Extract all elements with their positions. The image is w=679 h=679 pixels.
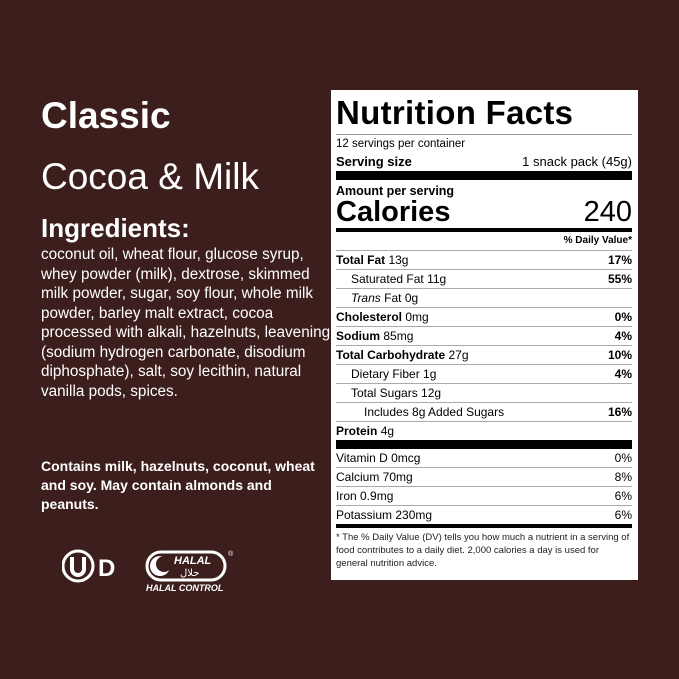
nutrient-row-total-fat: Total Fat 13g 17%	[336, 251, 632, 270]
kosher-ou-d-logo: D	[62, 549, 115, 583]
nutrient-name: Sodium	[336, 329, 380, 343]
nutrient-row-protein: Protein 4g	[336, 422, 632, 440]
product-title: Classic	[41, 95, 171, 136]
serving-size-row: Serving size 1 snack pack (45g)	[336, 153, 632, 171]
vitamin-name: Calcium 70mg	[336, 470, 413, 484]
vitamin-dv: 0%	[614, 451, 632, 465]
nutrient-name: Saturated Fat	[351, 272, 424, 286]
nutrient-row-added-sugars: Includes 8g Added Sugars 16%	[336, 403, 632, 422]
svg-text:حلال: حلال	[180, 568, 199, 579]
divider-medium	[336, 228, 632, 232]
svg-text:HALAL: HALAL	[174, 555, 212, 567]
nutrient-name: Trans	[351, 291, 381, 305]
serving-size-label: Serving size	[336, 154, 412, 169]
vitamin-dv: 6%	[614, 508, 632, 522]
nutrient-dv: 4%	[614, 329, 632, 343]
svg-text:HALAL CONTROL: HALAL CONTROL	[146, 583, 223, 593]
nutrient-amount: 27g	[448, 348, 469, 362]
vitamin-dv: 8%	[614, 470, 632, 484]
svg-text:®: ®	[228, 550, 234, 558]
divider-medium	[336, 524, 632, 528]
divider-thick	[336, 171, 632, 180]
footnote: * The % Daily Value (DV) tells you how m…	[336, 532, 630, 569]
nutrient-amount: 0mg	[405, 310, 429, 324]
nutrient-amount: Fat 0g	[384, 291, 419, 305]
daily-value-header: % Daily Value*	[336, 232, 632, 251]
vitamin-name: Potassium 230mg	[336, 508, 433, 522]
vitamin-row-calcium: Calcium 70mg 8%	[336, 468, 632, 487]
nutrient-row-total-carbohydrate: Total Carbohydrate 27g 10%	[336, 346, 632, 365]
ingredients-text: coconut oil, wheat flour, glucose syrup,…	[41, 246, 331, 400]
divider-thick	[336, 440, 632, 449]
nutrient-row-sodium: Sodium 85mg 4%	[336, 327, 632, 346]
nutrient-row-cholesterol: Cholesterol 0mg 0%	[336, 308, 632, 327]
nutrient-amount: 11g	[427, 272, 447, 286]
calories-label: Calories	[336, 196, 451, 228]
nutrient-dv: 0%	[614, 310, 632, 324]
nutrient-name: Total Fat	[336, 253, 386, 267]
servings-per-container: 12 servings per container	[336, 135, 632, 153]
svg-text:D: D	[98, 555, 115, 582]
amount-per-serving: Amount per serving	[336, 184, 455, 198]
nutrient-amount: 85mg	[383, 329, 414, 343]
nutrient-dv: 10%	[607, 348, 632, 362]
nutrient-row-dietary-fiber: Dietary Fiber 1g 4%	[336, 365, 632, 384]
nutrient-name: Total Carbohydrate	[336, 348, 446, 362]
product-subtitle: Cocoa & Milk	[41, 156, 259, 197]
nutrient-amount: 4g	[380, 424, 395, 438]
nutrient-dv: 17%	[607, 253, 632, 267]
vitamin-row-vitamin-d: Vitamin D 0mcg 0%	[336, 449, 632, 468]
nutrient-name: Total Sugars 12g	[351, 386, 442, 400]
nutrition-facts-label: Nutrition Facts 12 servings per containe…	[331, 90, 638, 580]
dv-header-text: % Daily Value*	[563, 235, 632, 246]
vitamin-dv: 6%	[614, 489, 632, 503]
calories-value: 240	[583, 196, 632, 228]
vitamin-row-iron: Iron 0.9mg 6%	[336, 487, 632, 506]
halal-control-logo: HALAL حلال ® HALAL CONTROL	[145, 550, 234, 593]
nutrient-dv: 55%	[607, 272, 632, 286]
vitamin-name: Vitamin D 0mcg	[336, 451, 421, 465]
serving-size-value: 1 snack pack (45g)	[522, 154, 632, 169]
nutrient-dv: 4%	[614, 367, 632, 381]
calories-row: Calories 240	[336, 196, 632, 228]
vitamin-name: Iron 0.9mg	[336, 489, 394, 503]
certification-logos: D HALAL حلال ® HALAL CONTROL	[62, 549, 234, 593]
nutrient-name: Cholesterol	[336, 310, 403, 324]
nutrient-amount: 13g	[388, 253, 409, 267]
nutrient-row-saturated-fat: Saturated Fat 11g 55%	[336, 270, 632, 289]
nutrient-row-total-sugars: Total Sugars 12g	[336, 384, 632, 403]
nutrient-dv: 16%	[607, 405, 632, 419]
ingredients-heading: Ingredients:	[41, 213, 190, 243]
label-title: Nutrition Facts	[336, 94, 632, 135]
nutrient-name: Dietary Fiber 1g	[351, 367, 437, 381]
nutrient-row-trans-fat: Trans Fat 0g	[336, 289, 632, 308]
nutrient-name: Protein	[336, 424, 378, 438]
allergen-statement: Contains milk, hazelnuts, coconut, wheat…	[41, 458, 315, 512]
nutrient-name: Includes 8g Added Sugars	[364, 405, 505, 419]
servings-text: 12 servings per container	[336, 138, 466, 150]
vitamin-row-potassium: Potassium 230mg 6%	[336, 506, 632, 524]
